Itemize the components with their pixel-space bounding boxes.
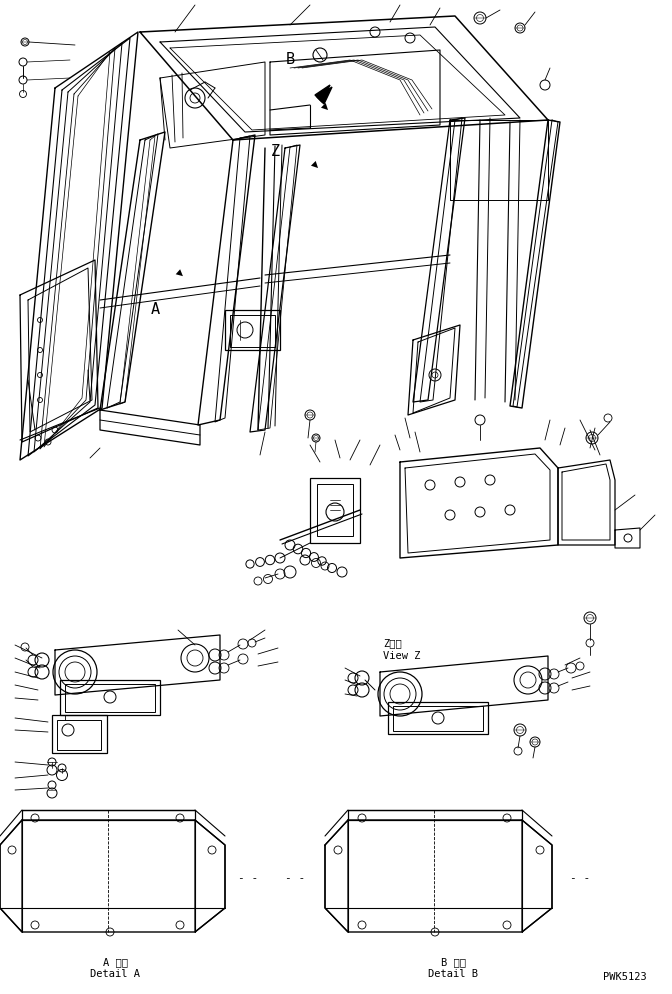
Text: - -: - -: [238, 873, 258, 883]
Text: Detail A: Detail A: [90, 969, 140, 979]
Text: Detail B: Detail B: [428, 969, 478, 979]
Bar: [60, 680, 160, 715]
Text: - -: - -: [570, 873, 590, 883]
Text: A: A: [151, 302, 159, 317]
Bar: [65, 684, 155, 712]
Polygon shape: [317, 87, 332, 104]
Bar: [393, 706, 483, 731]
Bar: [317, 484, 353, 536]
Bar: [52, 715, 107, 753]
Text: - -: - -: [285, 873, 305, 883]
Text: Z　視: Z 視: [383, 638, 402, 648]
Text: B 詳細: B 詳細: [441, 957, 466, 967]
Bar: [310, 478, 360, 543]
Bar: [225, 310, 280, 350]
Text: PWK5123: PWK5123: [603, 972, 647, 982]
Text: View Z: View Z: [383, 651, 421, 661]
Text: A 詳細: A 詳細: [103, 957, 128, 967]
Text: Z: Z: [270, 144, 280, 159]
Bar: [57, 720, 101, 750]
Text: B: B: [286, 53, 294, 68]
Bar: [230, 315, 275, 347]
Polygon shape: [315, 85, 330, 102]
Bar: [388, 702, 488, 734]
